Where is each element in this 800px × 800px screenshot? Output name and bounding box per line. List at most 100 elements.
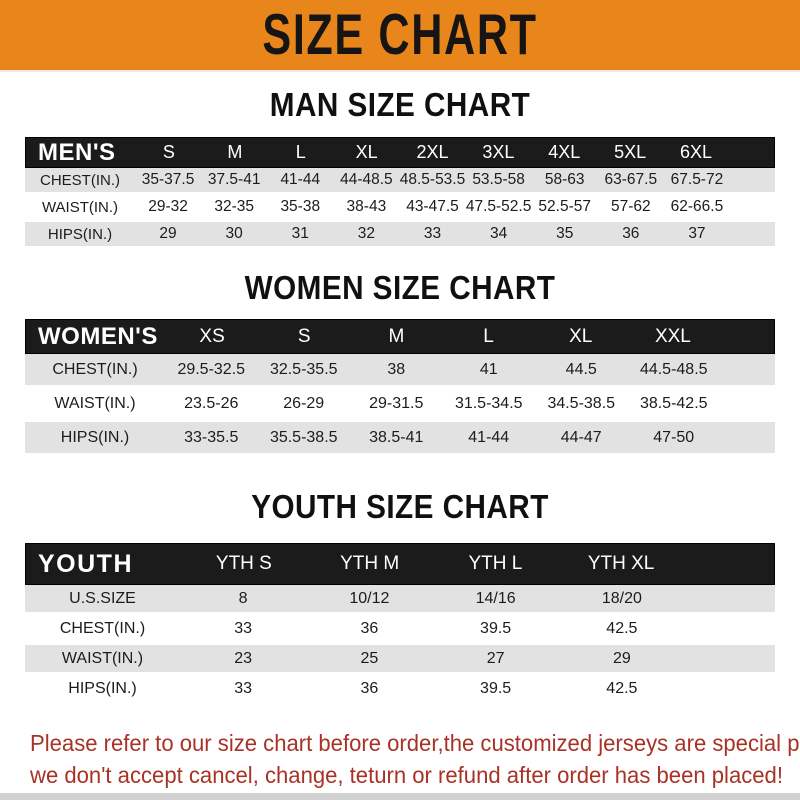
table-header-bar: MEN'S S M L XL 2XL 3XL 4XL 5XL 6XL <box>25 137 775 168</box>
cell-value: 23.5-26 <box>184 394 239 412</box>
cell-value: 23 <box>234 649 253 667</box>
table-header-bar: YOUTH YTH S YTH M YTH L YTH XL <box>25 543 775 585</box>
table-row: CHEST(IN.) 33 36 39.5 42.5 <box>25 615 775 645</box>
column-header: 3XL <box>482 142 515 162</box>
cell-value: 33-35.5 <box>184 428 239 446</box>
row-label: U.S.SIZE <box>69 589 136 607</box>
footer-note: Please refer to our size chart before or… <box>0 727 800 791</box>
cell-value: 26-29 <box>283 394 325 412</box>
cell-value: 35 <box>556 225 574 242</box>
cell-value: 30 <box>225 225 243 242</box>
row-label: CHEST(IN.) <box>52 360 138 378</box>
cell-value: 38.5-41 <box>369 428 424 446</box>
cell-value: 37 <box>688 225 706 242</box>
row-label: HIPS(IN.) <box>68 679 137 697</box>
cell-value: 53.5-58 <box>472 171 525 188</box>
cell-value: 44.5-48.5 <box>639 360 708 378</box>
cell-value: 44.5 <box>565 360 597 378</box>
cell-value: 33 <box>234 679 253 697</box>
row-label: CHEST(IN.) <box>40 171 120 189</box>
column-header: XL <box>569 325 593 347</box>
table-row: HIPS(IN.) 33-35.5 35.5-38.5 38.5-41 41-44 44-… <box>25 422 775 456</box>
column-header: YTH S <box>215 553 272 574</box>
bottom-strip <box>0 793 800 800</box>
row-label: HIPS(IN.) <box>60 428 130 446</box>
table-header-label: YOUTH <box>38 549 133 578</box>
cell-value: 33 <box>234 619 253 637</box>
cell-value: 57-62 <box>610 198 651 215</box>
cell-value: 44-47 <box>560 428 602 446</box>
cell-value: 29-31.5 <box>369 394 424 412</box>
cell-value: 42.5 <box>606 619 638 637</box>
cell-value: 31 <box>291 225 309 242</box>
page-title: SIZE CHART <box>262 3 538 67</box>
table-row: HIPS(IN.) 33 36 39.5 42.5 <box>25 675 775 705</box>
table-title: WOMEN SIZE CHART <box>244 269 556 306</box>
column-header: XL <box>355 142 378 162</box>
footer-line-1: Please refer to our size chart before or… <box>30 730 800 756</box>
cell-value: 38-43 <box>346 198 387 215</box>
column-header: M <box>227 142 243 162</box>
column-header: S <box>297 325 311 347</box>
cell-value: 37.5-41 <box>207 171 261 188</box>
cell-value: 41-44 <box>280 171 321 188</box>
cell-value: 63-67.5 <box>604 171 658 188</box>
cell-value: 39.5 <box>480 679 512 697</box>
column-header: 6XL <box>680 142 713 162</box>
cell-value: 35-37.5 <box>141 171 195 188</box>
footer-line-2: we don't accept cancel, change, teturn o… <box>30 762 783 788</box>
column-header: 5XL <box>614 142 647 162</box>
table-title: YOUTH SIZE CHART <box>251 488 549 525</box>
cell-value: 38.5-42.5 <box>639 394 708 412</box>
cell-value: 39.5 <box>480 619 512 637</box>
column-header: M <box>388 325 405 347</box>
banner: SIZE CHART <box>0 0 800 72</box>
cell-value: 42.5 <box>606 679 638 697</box>
cell-value: 44-48.5 <box>340 171 393 188</box>
cell-value: 35-38 <box>280 198 321 215</box>
table-body: CHEST(IN.) 35-37.5 37.5-41 41-44 44-48.5 48.5… <box>25 168 775 249</box>
table-row: CHEST(IN.) 29.5-32.5 32.5-35.5 38 41 44.5 44.5… <box>25 354 775 388</box>
column-header: YTH M <box>340 553 400 574</box>
row-label: WAIST(IN.) <box>61 649 144 667</box>
cell-value: 29 <box>159 225 177 242</box>
cell-value: 8 <box>238 589 248 607</box>
table-title: MAN SIZE CHART <box>269 86 531 123</box>
column-header: YTH XL <box>587 553 655 574</box>
cell-value: 32 <box>357 225 375 242</box>
cell-value: 18/20 <box>601 589 642 607</box>
cell-value: 35.5-38.5 <box>269 428 338 446</box>
row-label: CHEST(IN.) <box>59 619 146 637</box>
cell-value: 34.5-38.5 <box>547 394 616 412</box>
table-body: CHEST(IN.) 29.5-32.5 32.5-35.5 38 41 44.5 44.5… <box>25 354 775 456</box>
cell-value: 31.5-34.5 <box>454 394 523 412</box>
cell-value: 48.5-53.5 <box>399 171 466 188</box>
tables-container: MAN SIZE CHART MEN'S S M L XL 2XL 3XL 4XL 5XL 6XL C… <box>0 84 800 705</box>
size-table-section: MAN SIZE CHART MEN'S S M L XL 2XL 3XL 4XL 5XL 6XL C… <box>25 84 775 249</box>
column-header: YTH L <box>468 553 523 574</box>
cell-value: 62-66.5 <box>670 198 724 215</box>
cell-value: 25 <box>360 649 379 667</box>
column-header: L <box>483 325 494 347</box>
cell-value: 10/12 <box>349 589 390 607</box>
cell-value: 52.5-57 <box>538 198 591 215</box>
cell-value: 33 <box>423 225 442 242</box>
cell-value: 58-63 <box>544 171 585 188</box>
table-row: WAIST(IN.) 29-32 32-35 35-38 38-43 43-47.5 47.… <box>25 195 775 222</box>
cell-value: 41-44 <box>468 428 510 446</box>
cell-value: 29.5-32.5 <box>177 360 246 378</box>
cell-value: 32.5-35.5 <box>269 360 338 378</box>
size-table-section: WOMEN SIZE CHART WOMEN'S XS S M L XL XXL CHEST(I… <box>25 267 775 456</box>
row-label: HIPS(IN.) <box>47 225 113 243</box>
table-header-label: MEN'S <box>38 138 116 166</box>
column-header: L <box>295 142 306 162</box>
table-row: CHEST(IN.) 35-37.5 37.5-41 41-44 44-48.5 48.5… <box>25 168 775 195</box>
column-header: XS <box>199 325 225 347</box>
cell-value: 29 <box>612 649 631 667</box>
column-header: 4XL <box>548 142 581 162</box>
cell-value: 32-35 <box>214 198 254 215</box>
cell-value: 34 <box>489 225 508 242</box>
column-header: XXL <box>654 325 691 347</box>
cell-value: 67.5-72 <box>670 171 724 188</box>
